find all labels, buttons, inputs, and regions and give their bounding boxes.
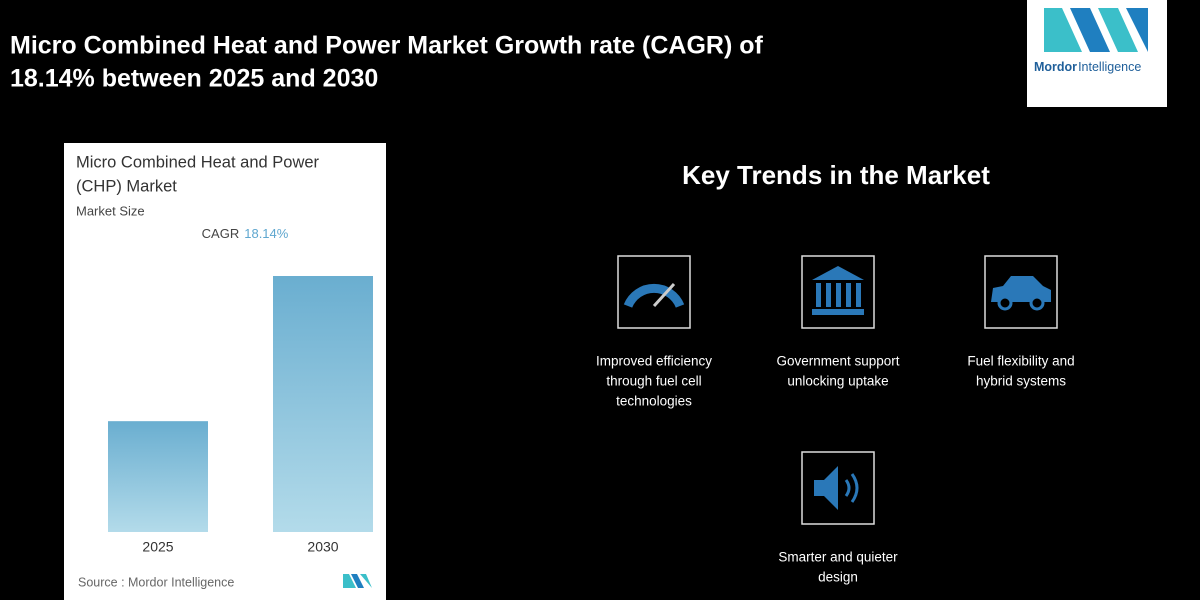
trend-label: Smarter and quieter — [778, 550, 898, 565]
icon-shape — [1029, 295, 1045, 311]
page-title: 18.14% between 2025 and 2030 — [10, 65, 378, 93]
trend-label: Improved efficiency — [596, 354, 712, 369]
icon-shape — [997, 295, 1013, 311]
trends-heading: Key Trends in the Market — [682, 160, 990, 190]
logo-shape — [343, 574, 356, 588]
icon-shape — [846, 283, 851, 307]
logo-shape — [1126, 8, 1148, 52]
icon-shape — [844, 473, 859, 503]
trend-label: technologies — [616, 394, 692, 409]
logo-shape — [351, 574, 364, 588]
logo-text: MordorIntelligence — [1034, 60, 1141, 74]
trend-item: Government support unlocking uptake — [776, 255, 900, 389]
trend-label: Fuel flexibility and — [967, 354, 1074, 369]
icon-shape — [836, 283, 841, 307]
icon-shape — [856, 283, 861, 307]
page-title: Micro Combined Heat and Power Market Gro… — [10, 32, 764, 60]
icon-box — [617, 255, 691, 329]
trend-label: design — [818, 570, 858, 585]
icon-shape — [816, 283, 821, 307]
x-tick-label: 2025 — [142, 539, 173, 555]
trend-item: Improved efficiency through fuel cell tech… — [596, 255, 712, 409]
icon-shape — [623, 283, 685, 308]
source: Source : Mordor Intelligence — [78, 575, 234, 589]
trend-item: Fuel flexibility and hybrid systems — [967, 255, 1075, 389]
chart-title: Micro Combined Heat and Power — [76, 153, 320, 171]
icon-shape — [812, 309, 864, 315]
logo-shape — [1098, 8, 1138, 52]
x-tick-label: 2030 — [307, 539, 338, 555]
icon-shape — [991, 276, 1051, 302]
trend-label: unlocking uptake — [787, 374, 888, 389]
card-logo — [343, 574, 372, 588]
icon-box — [984, 255, 1058, 329]
cagr-value: 18.14% — [244, 226, 289, 241]
chart-card: Micro Combined Heat and Power (CHP) Mark… — [64, 143, 386, 600]
logo-brand: Mordor — [1034, 60, 1077, 74]
logo-suffix: Intelligence — [1078, 60, 1141, 74]
trend-label: through fuel cell — [606, 374, 701, 389]
icon-box — [801, 255, 875, 329]
logo-shape — [360, 574, 372, 588]
cagr-label: CAGR — [202, 226, 240, 241]
trend-item: Smarter and quieter design — [778, 451, 898, 585]
trend-label: hybrid systems — [976, 374, 1066, 389]
bar — [273, 276, 373, 532]
icon-shape — [826, 283, 831, 307]
trends: Key Trends in the Market Improved effici… — [596, 160, 1075, 585]
chart-subtitle: Market Size — [76, 203, 145, 218]
chart-title: (CHP) Market — [76, 177, 177, 195]
icon-shape — [814, 466, 838, 510]
cagr: CAGR 18.14% — [202, 226, 289, 241]
icon-box — [801, 451, 875, 525]
trend-label: Government support — [776, 354, 899, 369]
bar — [108, 421, 208, 532]
logo: MordorIntelligence — [1027, 0, 1167, 107]
logo-shape — [1070, 8, 1110, 52]
icon-shape — [812, 266, 864, 280]
icon-shape — [652, 282, 676, 308]
logo-shape — [1044, 8, 1082, 52]
